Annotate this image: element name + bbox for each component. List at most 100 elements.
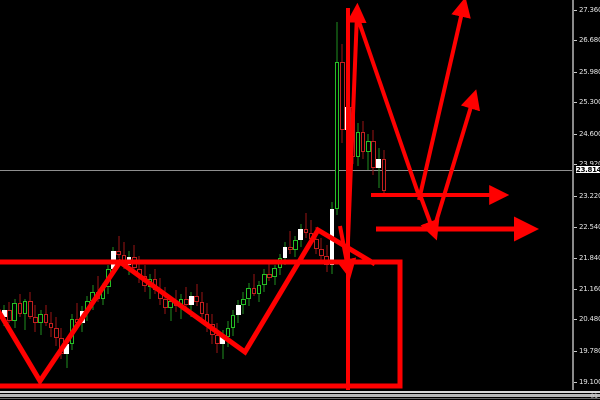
candlestick <box>319 237 324 263</box>
price-tick: 26.680 <box>574 36 600 46</box>
candle-body <box>293 240 298 251</box>
price-tick: 21.160 <box>574 284 600 294</box>
candle-wick <box>97 276 99 302</box>
candle-body <box>267 273 272 278</box>
candle-body <box>184 298 189 305</box>
candlestick <box>199 291 205 322</box>
price-tick-label: 21.160 <box>579 284 600 293</box>
chart-plot-area[interactable] <box>0 0 572 390</box>
candle-body <box>319 249 324 256</box>
tick-dash <box>574 71 577 73</box>
bullish-target-arrow-2[interactable] <box>431 89 481 233</box>
candle-body <box>334 62 340 209</box>
candle-wick <box>76 303 78 331</box>
candlestick <box>38 309 43 335</box>
price-tick: 21.840 <box>574 254 600 264</box>
price-tick-label: 21.840 <box>579 254 600 263</box>
candlestick <box>298 224 303 247</box>
candle-body <box>17 303 23 315</box>
candle-body <box>28 300 33 317</box>
candlestick <box>116 235 121 259</box>
candle-body <box>241 298 246 306</box>
candlestick <box>184 287 189 310</box>
scrollbar-thumb[interactable] <box>0 394 600 397</box>
candle-wick <box>268 259 270 281</box>
tick-dash <box>574 350 577 352</box>
candlestick <box>366 134 371 171</box>
annotation-overlay <box>0 0 539 390</box>
candlestick <box>7 301 12 324</box>
candle-body <box>272 268 277 278</box>
candle-wick <box>378 147 380 189</box>
price-scale[interactable]: 27.360 26.680 25.980 25.300 24.600 23.920 23.2… <box>572 0 600 390</box>
price-tick-label: 24.600 <box>579 129 600 138</box>
horizontal-scrollbar[interactable]: 01 <box>0 390 600 400</box>
candlestick <box>340 44 345 144</box>
candle-body <box>199 301 205 315</box>
candle-body <box>33 316 38 324</box>
candle-body <box>298 228 303 241</box>
support-resistance-box[interactable] <box>0 259 403 389</box>
price-tick-label: 22.540 <box>579 222 600 231</box>
candle-body <box>360 132 366 153</box>
candle-body <box>230 315 236 328</box>
candlestick <box>230 309 236 337</box>
zigzag-trendline[interactable] <box>0 226 377 386</box>
candle-body <box>48 322 54 328</box>
candle-body <box>288 246 293 251</box>
candle-wick <box>367 134 369 171</box>
candle-body <box>225 327 231 337</box>
candle-body <box>194 296 199 302</box>
candlestick <box>251 273 257 297</box>
candle-body <box>256 285 262 295</box>
candle-body <box>189 296 194 305</box>
price-tick: 25.980 <box>574 67 600 77</box>
current-price-gridline <box>0 170 572 171</box>
candle-body <box>371 141 376 169</box>
tick-dash <box>574 319 577 321</box>
candle-wick <box>24 298 26 331</box>
candlestick <box>241 291 246 314</box>
candle-body <box>355 132 361 157</box>
price-tick: 24.600 <box>574 129 600 139</box>
spike-up-stroke[interactable] <box>346 2 367 241</box>
price-tick: 22.540 <box>574 222 600 232</box>
candlestick <box>293 235 298 257</box>
current-price-tag: 23.814 <box>575 164 600 174</box>
candle-body <box>163 298 168 308</box>
candlestick <box>303 213 309 238</box>
candlestick <box>272 264 277 286</box>
candlestick <box>33 305 38 333</box>
tick-dash <box>574 9 577 11</box>
candlestick <box>371 129 376 175</box>
price-tick-label: 19.100 <box>579 377 600 386</box>
price-tick-label: 23.920 <box>579 161 600 168</box>
candlestick <box>17 294 23 317</box>
candle-body <box>43 313 49 323</box>
candle-body <box>251 288 257 295</box>
price-tick: 23.220 <box>574 191 600 201</box>
candle-body <box>314 238 319 250</box>
candlestick <box>355 123 361 166</box>
candle-body <box>303 228 309 234</box>
bullish-target-arrow-1[interactable] <box>417 0 471 201</box>
candle-body <box>340 62 345 130</box>
candlestick <box>225 321 231 347</box>
candlestick <box>262 269 267 292</box>
tick-dash <box>574 258 577 260</box>
scrollbar-bottom-rule <box>0 398 600 399</box>
price-tick-label: 25.980 <box>579 67 600 76</box>
price-tick: 25.300 <box>574 98 600 108</box>
candlestick <box>48 311 54 337</box>
tick-dash <box>574 381 577 383</box>
candlestick <box>163 287 168 315</box>
candlestick <box>246 282 251 307</box>
v-down-leg[interactable] <box>355 15 421 197</box>
candlestick <box>12 298 17 328</box>
scrollbar-corner-label: 01 <box>590 393 598 400</box>
candlestick <box>314 226 319 254</box>
candle-wick <box>310 219 312 245</box>
candlestick <box>236 300 241 324</box>
down-arrow-to-box[interactable] <box>336 225 357 280</box>
candle-wick <box>222 330 224 360</box>
